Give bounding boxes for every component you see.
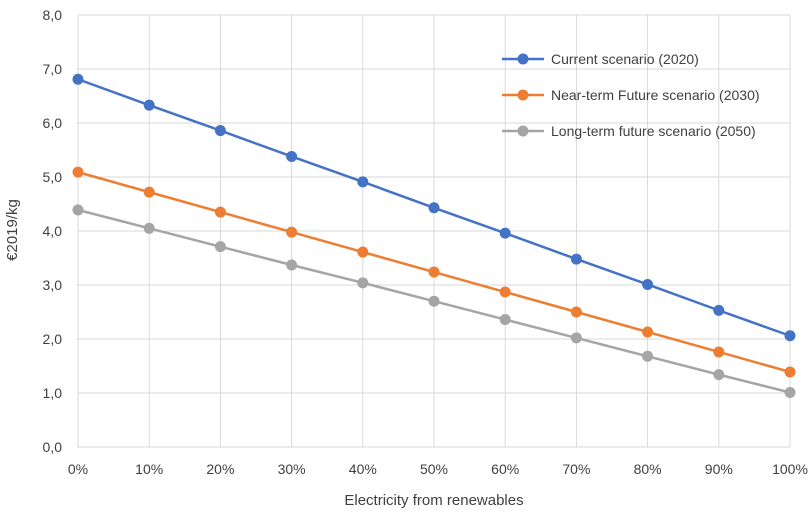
data-point bbox=[499, 286, 511, 298]
y-tick-label: 0,0 bbox=[43, 439, 63, 455]
x-tick-label: 90% bbox=[705, 461, 733, 477]
y-tick-label: 6,0 bbox=[43, 115, 63, 131]
y-tick-label: 5,0 bbox=[43, 169, 63, 185]
data-point bbox=[499, 227, 511, 239]
data-point bbox=[286, 226, 298, 238]
data-point bbox=[784, 330, 796, 342]
x-axis-tick-labels: 0% 10% 20% 30% 40% 50% 60% 70% 80% 90% 100% bbox=[68, 461, 808, 477]
data-point bbox=[428, 202, 440, 214]
y-axis-title: €2019/kg bbox=[4, 199, 21, 261]
data-point bbox=[72, 204, 84, 216]
data-point bbox=[143, 99, 155, 111]
x-tick-label: 0% bbox=[68, 461, 88, 477]
data-point bbox=[570, 332, 582, 344]
data-point bbox=[642, 278, 654, 290]
x-axis-title: Electricity from renewables bbox=[344, 492, 523, 509]
data-point bbox=[784, 366, 796, 378]
x-tick-label: 10% bbox=[135, 461, 163, 477]
legend-item: Current scenario (2020) bbox=[502, 51, 699, 67]
data-point bbox=[357, 176, 369, 188]
data-point bbox=[143, 222, 155, 234]
legend-label: Current scenario (2020) bbox=[551, 51, 699, 67]
x-tick-label: 20% bbox=[206, 461, 234, 477]
data-point bbox=[428, 266, 440, 278]
data-point bbox=[428, 295, 440, 307]
legend-swatch-marker bbox=[517, 53, 529, 65]
x-tick-label: 50% bbox=[420, 461, 448, 477]
data-point bbox=[713, 304, 725, 316]
data-point bbox=[214, 206, 226, 218]
y-tick-label: 4,0 bbox=[43, 223, 63, 239]
data-point bbox=[214, 125, 226, 137]
x-tick-label: 40% bbox=[349, 461, 377, 477]
y-axis-tick-labels: 0,0 1,0 2,0 3,0 4,0 5,0 6,0 7,0 8,0 bbox=[43, 7, 63, 455]
series-group bbox=[72, 166, 796, 378]
legend-label: Long-term future scenario (2050) bbox=[551, 123, 756, 139]
data-point bbox=[713, 346, 725, 358]
data-point bbox=[357, 277, 369, 289]
grid bbox=[77, 14, 791, 448]
data-point bbox=[286, 150, 298, 162]
data-point bbox=[286, 259, 298, 271]
y-tick-label: 3,0 bbox=[43, 277, 63, 293]
legend-item: Near-term Future scenario (2030) bbox=[502, 87, 760, 103]
x-tick-label: 60% bbox=[491, 461, 519, 477]
data-point bbox=[784, 386, 796, 398]
data-point bbox=[72, 166, 84, 178]
y-tick-label: 7,0 bbox=[43, 61, 63, 77]
legend-label: Near-term Future scenario (2030) bbox=[551, 87, 760, 103]
legend-swatch-marker bbox=[517, 89, 529, 101]
x-tick-label: 30% bbox=[278, 461, 306, 477]
legend-item: Long-term future scenario (2050) bbox=[502, 123, 756, 139]
x-tick-label: 80% bbox=[634, 461, 662, 477]
series-lines bbox=[72, 73, 796, 398]
data-point bbox=[214, 241, 226, 253]
series-group bbox=[72, 73, 796, 342]
x-tick-label: 70% bbox=[562, 461, 590, 477]
data-point bbox=[642, 350, 654, 362]
data-point bbox=[570, 306, 582, 318]
legend-swatch-marker bbox=[517, 125, 529, 137]
data-point bbox=[357, 246, 369, 258]
y-tick-label: 2,0 bbox=[43, 331, 63, 347]
series-group bbox=[72, 204, 796, 398]
legend: Current scenario (2020) Near-term Future … bbox=[502, 51, 760, 139]
data-point bbox=[72, 73, 84, 85]
x-tick-label: 100% bbox=[772, 461, 808, 477]
data-point bbox=[642, 326, 654, 338]
data-point bbox=[570, 253, 582, 265]
y-tick-label: 1,0 bbox=[43, 385, 63, 401]
data-point bbox=[499, 314, 511, 326]
y-tick-label: 8,0 bbox=[43, 7, 63, 23]
data-point bbox=[143, 186, 155, 198]
data-point bbox=[713, 369, 725, 381]
